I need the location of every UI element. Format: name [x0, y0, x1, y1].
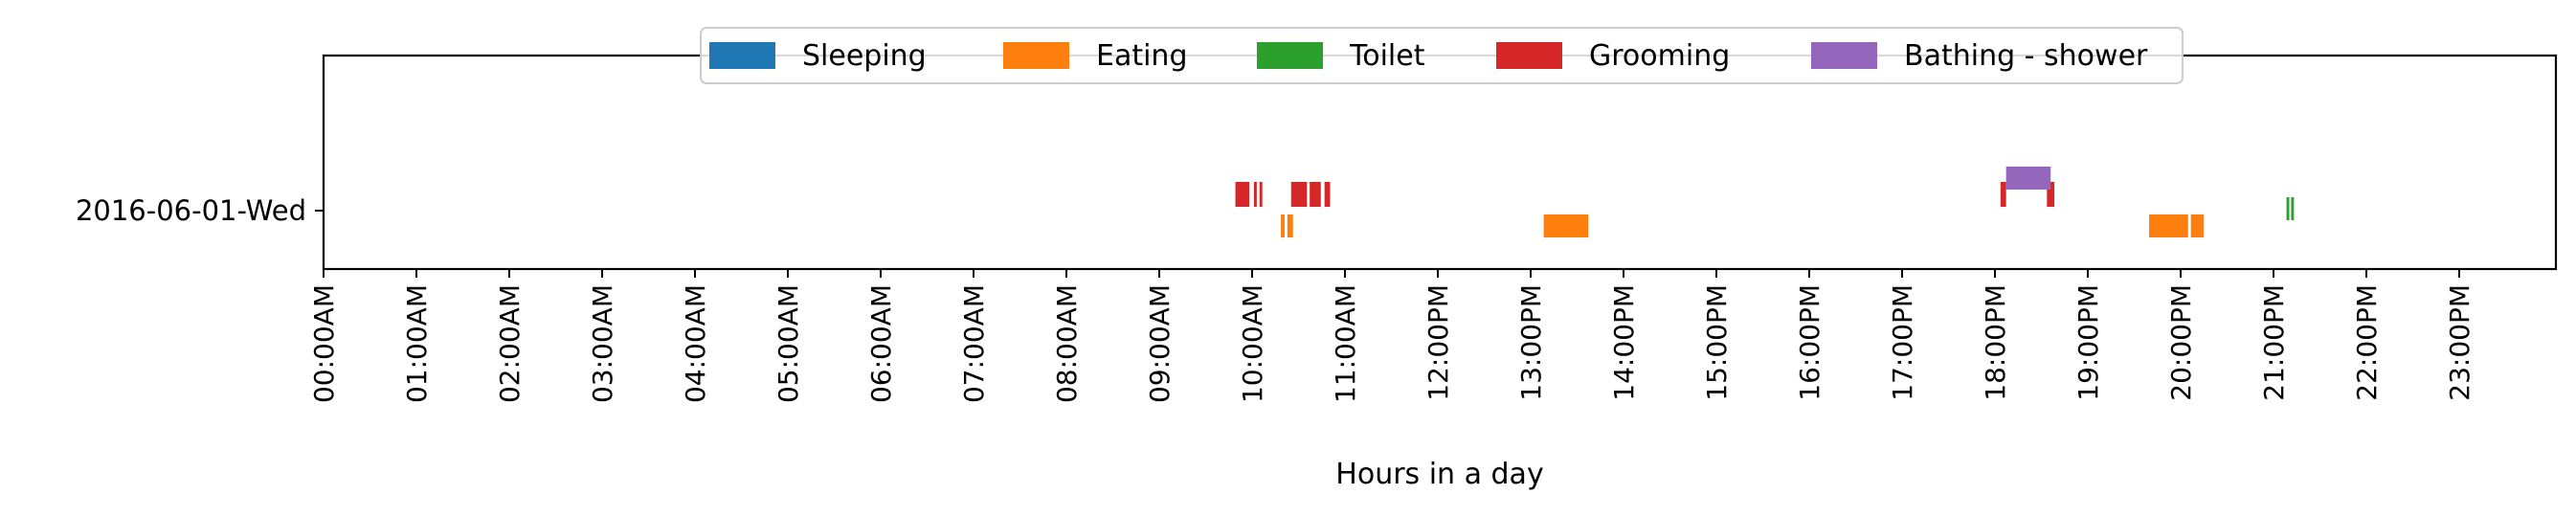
x-tick-label: 12:00PM [1422, 284, 1454, 401]
activity-bar [2005, 167, 2051, 190]
x-tick-label: 21:00PM [2258, 284, 2290, 401]
legend-label: Eating [1096, 39, 1188, 73]
x-tick-label: 13:00PM [1515, 284, 1547, 401]
x-tick-label: 23:00PM [2444, 284, 2475, 401]
x-tick-label: 20:00PM [2165, 284, 2197, 401]
x-tick-label: 09:00AM [1144, 284, 1176, 403]
x-tick-label: 07:00AM [958, 284, 990, 403]
activity-bar [1287, 214, 1293, 237]
x-tick-label: 05:00AM [773, 284, 804, 403]
x-tick-label: 19:00PM [2072, 284, 2104, 401]
legend: Sleeping Eating Toilet Grooming Bathing - sh… [700, 27, 2184, 84]
x-tick-label: 10:00AM [1237, 284, 1268, 403]
y-tick-label: 2016-06-01-Wed [76, 194, 306, 227]
x-tick-label: 16:00PM [1794, 284, 1826, 401]
legend-swatch [1003, 42, 1069, 69]
activity-bar [1235, 182, 1250, 207]
activity-bar [1324, 182, 1331, 207]
legend-frame [700, 27, 2184, 84]
legend-swatch [709, 42, 775, 69]
activity-bar [2000, 182, 2006, 207]
activity-bar [2286, 197, 2290, 220]
activity-bar [2149, 214, 2188, 237]
plot-frame [322, 54, 2558, 271]
x-tick-label: 11:00AM [1330, 284, 1361, 403]
legend-label: Sleeping [802, 39, 927, 73]
x-tick-label: 14:00PM [1608, 284, 1640, 401]
legend-swatch [1811, 42, 1877, 69]
x-tick-label: 00:00AM [308, 284, 340, 403]
x-tick-label: 03:00AM [587, 284, 618, 403]
activity-bar [2291, 197, 2295, 220]
x-tick-label: 17:00PM [1887, 284, 1918, 401]
x-tick-label: 08:00AM [1051, 284, 1083, 403]
activity-bar [1290, 182, 1308, 207]
legend-swatch [1496, 42, 1562, 69]
y-axis: 2016-06-01-Wed [76, 194, 324, 227]
activity-bar [2190, 214, 2205, 237]
activity-bar [1310, 182, 1321, 207]
activity-bars [1235, 167, 2295, 237]
x-tick-label: 22:00PM [2351, 284, 2383, 401]
x-tick-label: 15:00PM [1701, 284, 1733, 401]
legend-swatch [1257, 42, 1323, 69]
x-axis: 00:00AM 01:00AM 02:00AM 03:00AM 04:00AM 05:00… [308, 269, 2475, 403]
activity-bar [1281, 214, 1285, 237]
x-tick-label: 01:00AM [401, 284, 433, 403]
x-tick-label: 18:00PM [1980, 284, 2011, 401]
x-tick-label: 06:00AM [865, 284, 897, 403]
activity-bar [2047, 182, 2055, 207]
x-tick-label: 04:00AM [680, 284, 711, 403]
x-tick-label: 02:00AM [494, 284, 526, 403]
legend-label: Bathing - shower [1904, 39, 2148, 73]
x-axis-label: Hours in a day [1335, 458, 1543, 491]
activity-bar [1259, 182, 1263, 207]
activity-bar [1253, 182, 1257, 207]
activity-bar [1543, 214, 1589, 237]
legend-label: Grooming [1589, 39, 1730, 73]
legend-label: Toilet [1349, 39, 1425, 73]
